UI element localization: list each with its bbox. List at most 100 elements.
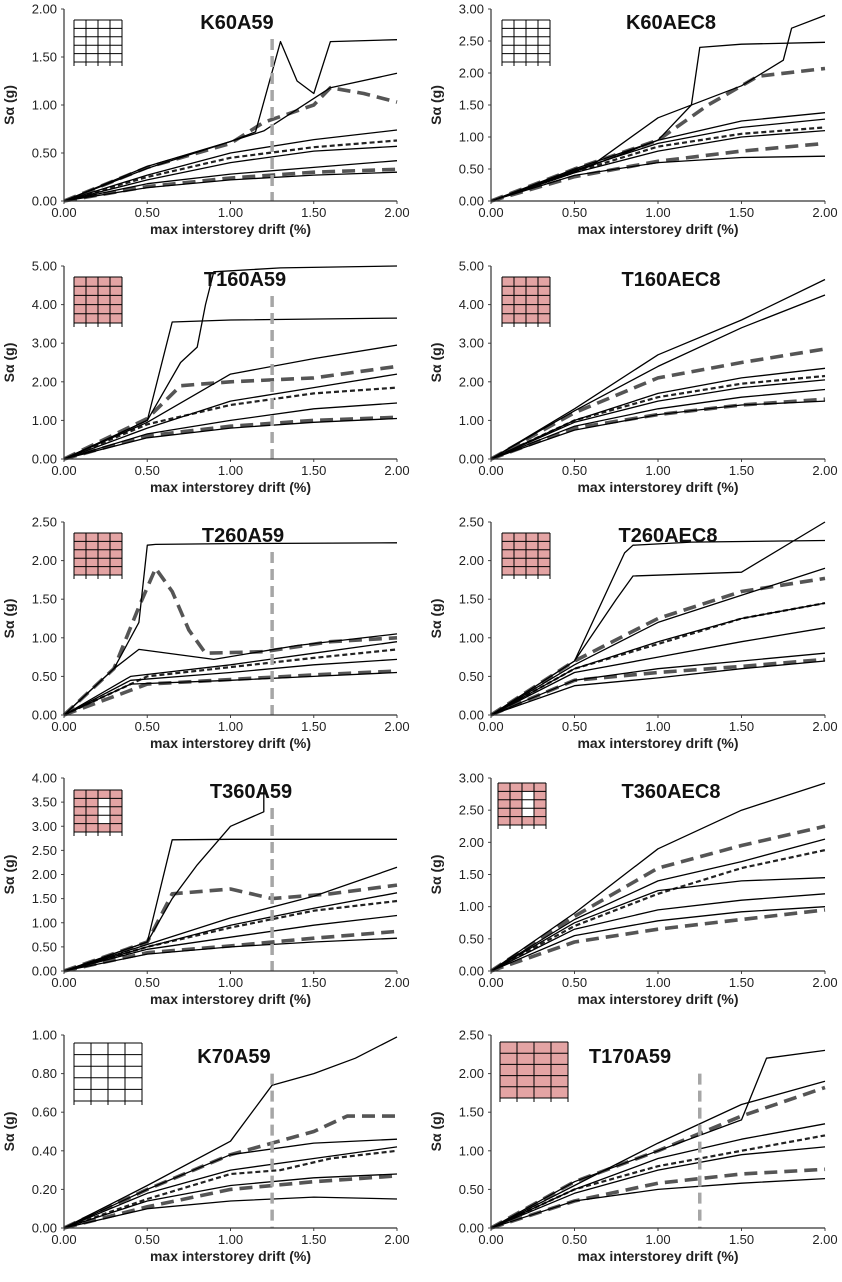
infill-panel <box>110 823 122 832</box>
y-tick-label: 2.00 <box>32 553 57 568</box>
x-axis-label: max interstorey drift (%) <box>577 479 738 495</box>
infill-panel <box>538 295 550 305</box>
y-tick-label: 0.50 <box>32 669 57 684</box>
infill-panel <box>110 549 122 559</box>
x-axis-label: max interstorey drift (%) <box>150 991 311 1007</box>
fractile-curve <box>63 1174 398 1230</box>
record-curve <box>63 633 398 716</box>
x-tick-label: 2.00 <box>812 463 837 478</box>
x-tick-label: 0.00 <box>478 1232 503 1247</box>
record-curve <box>490 838 826 972</box>
y-tick-label: 3.00 <box>32 819 57 834</box>
infill-panel <box>526 566 538 575</box>
y-tick-label: 0.00 <box>32 1221 57 1236</box>
y-tick-label: 1.00 <box>32 1028 57 1043</box>
y-tick-label: 4.00 <box>32 297 57 312</box>
chart-title: T360A59 <box>210 781 292 803</box>
x-tick-label: 0.50 <box>562 1232 587 1247</box>
record-curve <box>490 602 826 716</box>
y-tick-label: 3.00 <box>459 771 484 786</box>
x-tick-label: 2.00 <box>812 1232 837 1247</box>
frame-bare-icon <box>73 1042 143 1105</box>
y-tick-label: 1.00 <box>32 98 57 113</box>
y-tick-label: 4.00 <box>32 771 57 786</box>
infill-panel <box>98 823 110 832</box>
infill-panel <box>86 566 98 575</box>
fractile-curve <box>490 849 826 972</box>
fractile-curve <box>490 908 826 973</box>
x-tick-label: 1.00 <box>218 975 243 990</box>
y-tick-label: 2.50 <box>459 1028 484 1043</box>
y-tick-label: 3.00 <box>32 336 57 351</box>
y-tick-label: 2.50 <box>459 34 484 49</box>
infill-panel <box>86 558 98 567</box>
infill-panel <box>526 295 538 305</box>
infill-panel <box>110 566 122 575</box>
infill-panel <box>74 549 86 559</box>
infill-panel <box>551 1086 568 1098</box>
infill-panel <box>538 533 550 542</box>
record-curve <box>63 937 398 972</box>
infill-panel <box>98 533 110 542</box>
x-tick-label: 0.50 <box>135 205 160 220</box>
record-curve <box>490 14 826 202</box>
fractile-curve <box>63 415 398 461</box>
x-tick-label: 0.50 <box>562 719 587 734</box>
infill-panel <box>110 533 122 542</box>
fractile-curve <box>490 1167 826 1230</box>
y-tick-label: 2.50 <box>32 515 57 530</box>
infill-panel <box>510 816 522 825</box>
x-tick-label: 1.50 <box>301 975 326 990</box>
x-tick-label: 1.50 <box>729 719 754 734</box>
x-tick-label: 1.00 <box>218 719 243 734</box>
infill-panel <box>110 790 122 799</box>
y-tick-label: 1.50 <box>459 1105 484 1120</box>
y-tick-label: 2.00 <box>459 374 484 389</box>
y-tick-label: 0.50 <box>459 1182 484 1197</box>
infill-panel <box>110 541 122 550</box>
record-curve <box>490 782 826 972</box>
frame-soft-storey-icon <box>497 782 547 829</box>
chart-panel: 0.00 0.50 1.00 1.50 2.00 2.50 0.00 0.50 1.00 1.50… <box>428 1028 838 1265</box>
record-curve <box>490 567 826 716</box>
infill-panel <box>522 816 534 825</box>
y-tick-label: 2.00 <box>32 2 57 17</box>
record-curve <box>490 1146 826 1229</box>
infill-panel <box>534 1064 551 1076</box>
infill-panel <box>98 304 110 314</box>
infill-panel <box>98 313 110 323</box>
record-curve <box>490 660 826 716</box>
infill-panel <box>98 790 110 799</box>
x-tick-label: 0.50 <box>135 975 160 990</box>
infill-panel <box>534 808 546 817</box>
infill-panel <box>98 566 110 575</box>
infill-panel <box>502 295 514 305</box>
infill-panel <box>74 566 86 575</box>
frame-bare-icon <box>501 19 551 66</box>
y-tick-label: 2.00 <box>459 66 484 81</box>
infill-panel <box>526 533 538 542</box>
infill-panel <box>510 783 522 792</box>
y-tick-label: 0.00 <box>32 708 57 723</box>
x-tick-label: 1.50 <box>301 719 326 734</box>
infill-panel <box>86 790 98 799</box>
x-tick-label: 0.50 <box>135 719 160 734</box>
chart-title: T260A59 <box>202 525 284 547</box>
infill-panel <box>74 798 86 807</box>
x-tick-label: 0.00 <box>51 719 76 734</box>
y-tick-label: 0.20 <box>32 1182 57 1197</box>
x-tick-label: 1.00 <box>645 205 670 220</box>
x-tick-label: 1.50 <box>301 205 326 220</box>
y-tick-label: 1.00 <box>32 413 57 428</box>
x-tick-label: 1.50 <box>729 205 754 220</box>
infill-panel <box>74 806 86 816</box>
record-curve <box>490 155 826 202</box>
record-curve <box>63 373 398 460</box>
infill-panel <box>510 808 522 817</box>
chart-title: T160AEC8 <box>622 269 721 291</box>
infill-panel <box>526 541 538 550</box>
infill-panel <box>74 286 86 296</box>
y-tick-label: 2.50 <box>459 803 484 818</box>
record-curve <box>490 877 826 972</box>
fractile-curve <box>490 66 826 203</box>
